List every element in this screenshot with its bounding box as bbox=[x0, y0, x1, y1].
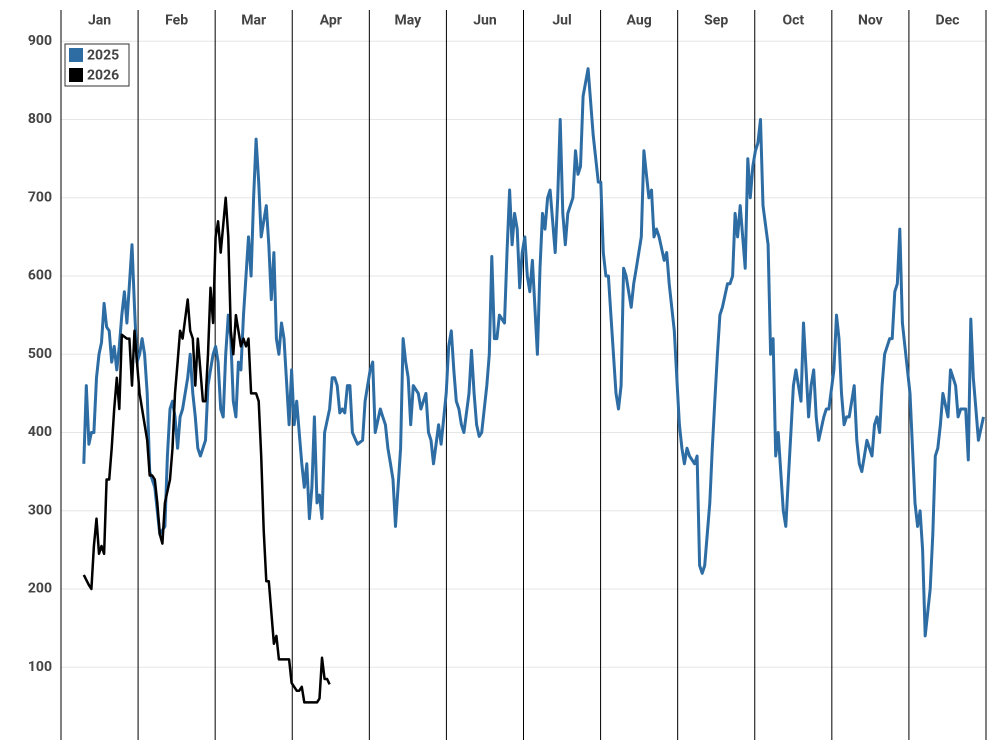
x-tick-label: Mar bbox=[241, 13, 266, 29]
x-tick-label: Apr bbox=[320, 13, 342, 29]
y-tick-label: 100 bbox=[28, 659, 52, 675]
y-tick-label: 600 bbox=[28, 268, 52, 284]
x-tick-label: Oct bbox=[782, 13, 804, 29]
legend-swatch bbox=[69, 48, 83, 62]
y-tick-label: 200 bbox=[28, 581, 52, 597]
x-tick-label: Dec bbox=[935, 13, 959, 29]
y-tick-label: 700 bbox=[28, 189, 52, 205]
legend-label: 2026 bbox=[87, 68, 119, 84]
series-line bbox=[82, 67, 985, 638]
x-tick-label: Sep bbox=[704, 13, 728, 29]
y-tick-label: 300 bbox=[28, 502, 52, 518]
x-tick-label: Jan bbox=[88, 13, 111, 29]
x-tick-label: May bbox=[395, 13, 423, 29]
y-tick-label: 800 bbox=[28, 111, 52, 127]
x-tick-label: Jul bbox=[552, 13, 571, 29]
x-tick-label: Feb bbox=[165, 13, 188, 29]
legend: 2025 2026 bbox=[64, 43, 130, 87]
x-tick-label: Jun bbox=[473, 13, 497, 29]
x-tick-label: Aug bbox=[627, 13, 652, 29]
legend-swatch bbox=[69, 68, 83, 82]
y-tick-label: 500 bbox=[28, 346, 52, 362]
legend-label: 2025 bbox=[87, 48, 119, 64]
y-tick-label: 400 bbox=[28, 424, 52, 440]
series-line bbox=[82, 196, 331, 704]
y-tick-label: 900 bbox=[28, 33, 52, 49]
x-tick-label: Nov bbox=[858, 13, 883, 29]
